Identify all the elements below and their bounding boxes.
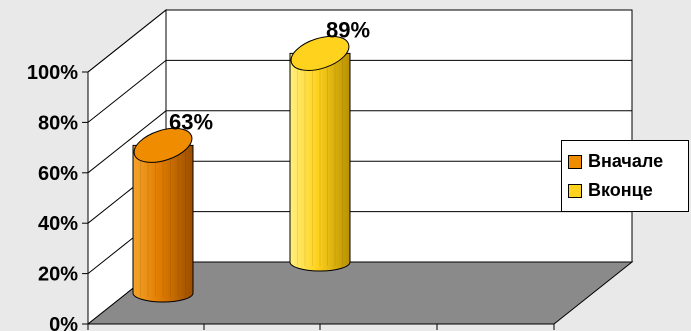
bar-1 [289,35,351,272]
bar-top [133,127,193,163]
data-label: 63% [169,109,213,134]
data-labels: 63% 89% [169,17,370,134]
legend-item-vnachale: Вначале [568,147,688,176]
bar-0 [132,127,194,303]
gridlines [87,9,632,274]
gridline-side [87,110,167,174]
legend-label-vnachale: Вначале [588,151,664,171]
y-tick-label: 80% [38,112,78,134]
x-axis-ticks [87,324,555,330]
gridline-side [87,60,167,123]
data-label: 89% [326,17,370,42]
y-tick-label: 60% [38,163,78,185]
bars [132,35,351,303]
y-tick-label: 0% [49,314,78,331]
y-axis-ticks: 0% 20% 40% 60% 80% 100% [27,62,88,331]
bar-body [289,52,351,272]
legend: Вначале Вконце [561,140,689,212]
legend-label-vkontse: Вконце [588,180,653,200]
bar-top [290,35,350,71]
legend-swatch-vnachale [568,154,582,169]
y-tick-label: 100% [27,62,78,84]
back-wall [165,9,633,263]
y-tick-label: 20% [38,264,78,286]
legend-swatch-vkontse [568,183,582,198]
legend-item-vkontse: Вконце [568,176,688,205]
y-tick-label: 40% [38,213,78,235]
gridline-side [87,9,167,73]
bar-body [132,144,194,303]
